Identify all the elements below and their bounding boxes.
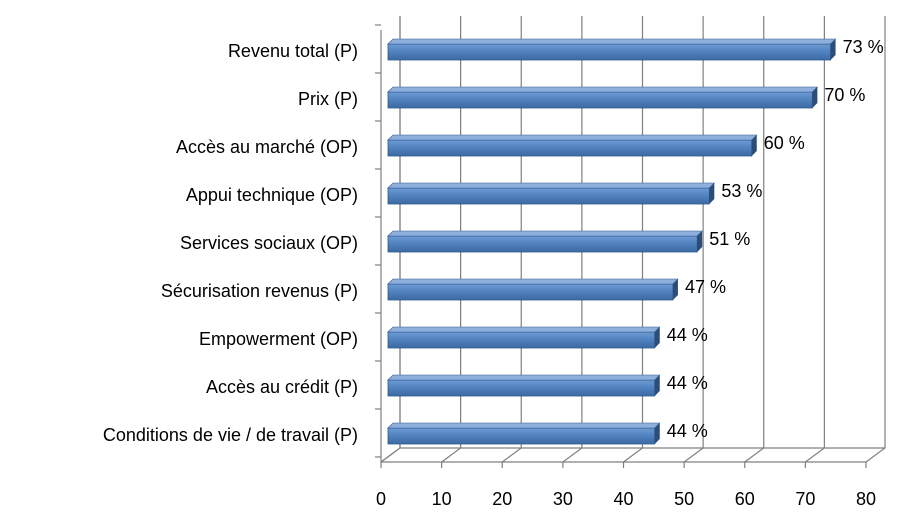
bar-end <box>654 375 660 396</box>
x-tick-label: 30 <box>553 489 573 509</box>
bar-end <box>709 183 715 204</box>
bar-top <box>387 230 703 237</box>
bar-front <box>387 427 656 445</box>
y-tick-label: Revenu total (P) <box>228 41 358 61</box>
value-label: 53 % <box>721 181 762 201</box>
bar-end <box>830 39 836 60</box>
grid-line <box>865 16 886 463</box>
x-tick-label: 80 <box>856 489 876 509</box>
grid-line <box>805 16 825 463</box>
bar <box>387 182 716 205</box>
bar <box>387 86 819 109</box>
bar-front <box>387 331 656 349</box>
bar-end <box>697 231 703 252</box>
value-label: 73 % <box>843 37 884 57</box>
value-label: 51 % <box>709 229 750 249</box>
bar-end <box>672 279 678 300</box>
x-tick-label: 50 <box>674 489 694 509</box>
grid-line <box>623 16 644 463</box>
bar-front <box>387 235 698 253</box>
bar-end <box>654 327 660 348</box>
y-tick-label: Appui technique (OP) <box>186 185 358 205</box>
value-label: 60 % <box>764 133 805 153</box>
x-tick-label: 10 <box>432 489 452 509</box>
bar-end <box>654 423 660 444</box>
bar <box>387 326 661 349</box>
bar <box>387 278 679 301</box>
y-tick-label: Empowerment (OP) <box>199 329 358 349</box>
bar <box>387 230 703 253</box>
value-label: 70 % <box>824 85 865 105</box>
bar-front <box>387 43 831 61</box>
bar-top <box>387 86 819 93</box>
bar-front <box>387 379 656 397</box>
x-tick-label: 20 <box>492 489 512 509</box>
bar <box>387 38 837 61</box>
bar-end <box>751 135 757 156</box>
bar-front <box>387 283 674 301</box>
value-label: 44 % <box>667 373 708 393</box>
y-tick-label: Services sociaux (OP) <box>180 233 358 253</box>
bar-front <box>387 187 710 205</box>
bar <box>387 134 758 157</box>
value-label: 44 % <box>667 325 708 345</box>
bar-front <box>387 139 753 157</box>
x-tick-label: 40 <box>613 489 633 509</box>
y-tick-label: Accès au marché (OP) <box>176 137 358 157</box>
grid-line <box>683 16 704 463</box>
y-tick-label: Accès au crédit (P) <box>206 377 358 397</box>
grid-line <box>501 16 522 463</box>
bar-top <box>387 422 661 429</box>
bar <box>387 374 661 397</box>
x-tick-label: 0 <box>376 489 386 509</box>
bar-top <box>387 134 758 141</box>
bar-end <box>812 87 818 108</box>
x-tick-label: 60 <box>735 489 755 509</box>
value-label: 47 % <box>685 277 726 297</box>
y-tick-label: Sécurisation revenus (P) <box>161 281 358 301</box>
bar-top <box>387 374 661 381</box>
y-tick-label: Conditions de vie / de travail (P) <box>103 425 358 445</box>
value-label: 44 % <box>667 421 708 441</box>
bar <box>387 422 661 445</box>
grid-line <box>562 16 583 463</box>
y-tick-label: Prix (P) <box>298 89 358 109</box>
grid-line <box>744 16 765 463</box>
bar-top <box>387 182 716 189</box>
bar-top <box>387 38 837 45</box>
grid-line <box>380 16 401 463</box>
grid-line <box>441 16 462 463</box>
bar-top <box>387 326 661 333</box>
bar-top <box>387 278 679 285</box>
x-tick-label: 70 <box>795 489 815 509</box>
bar-front <box>387 91 813 109</box>
